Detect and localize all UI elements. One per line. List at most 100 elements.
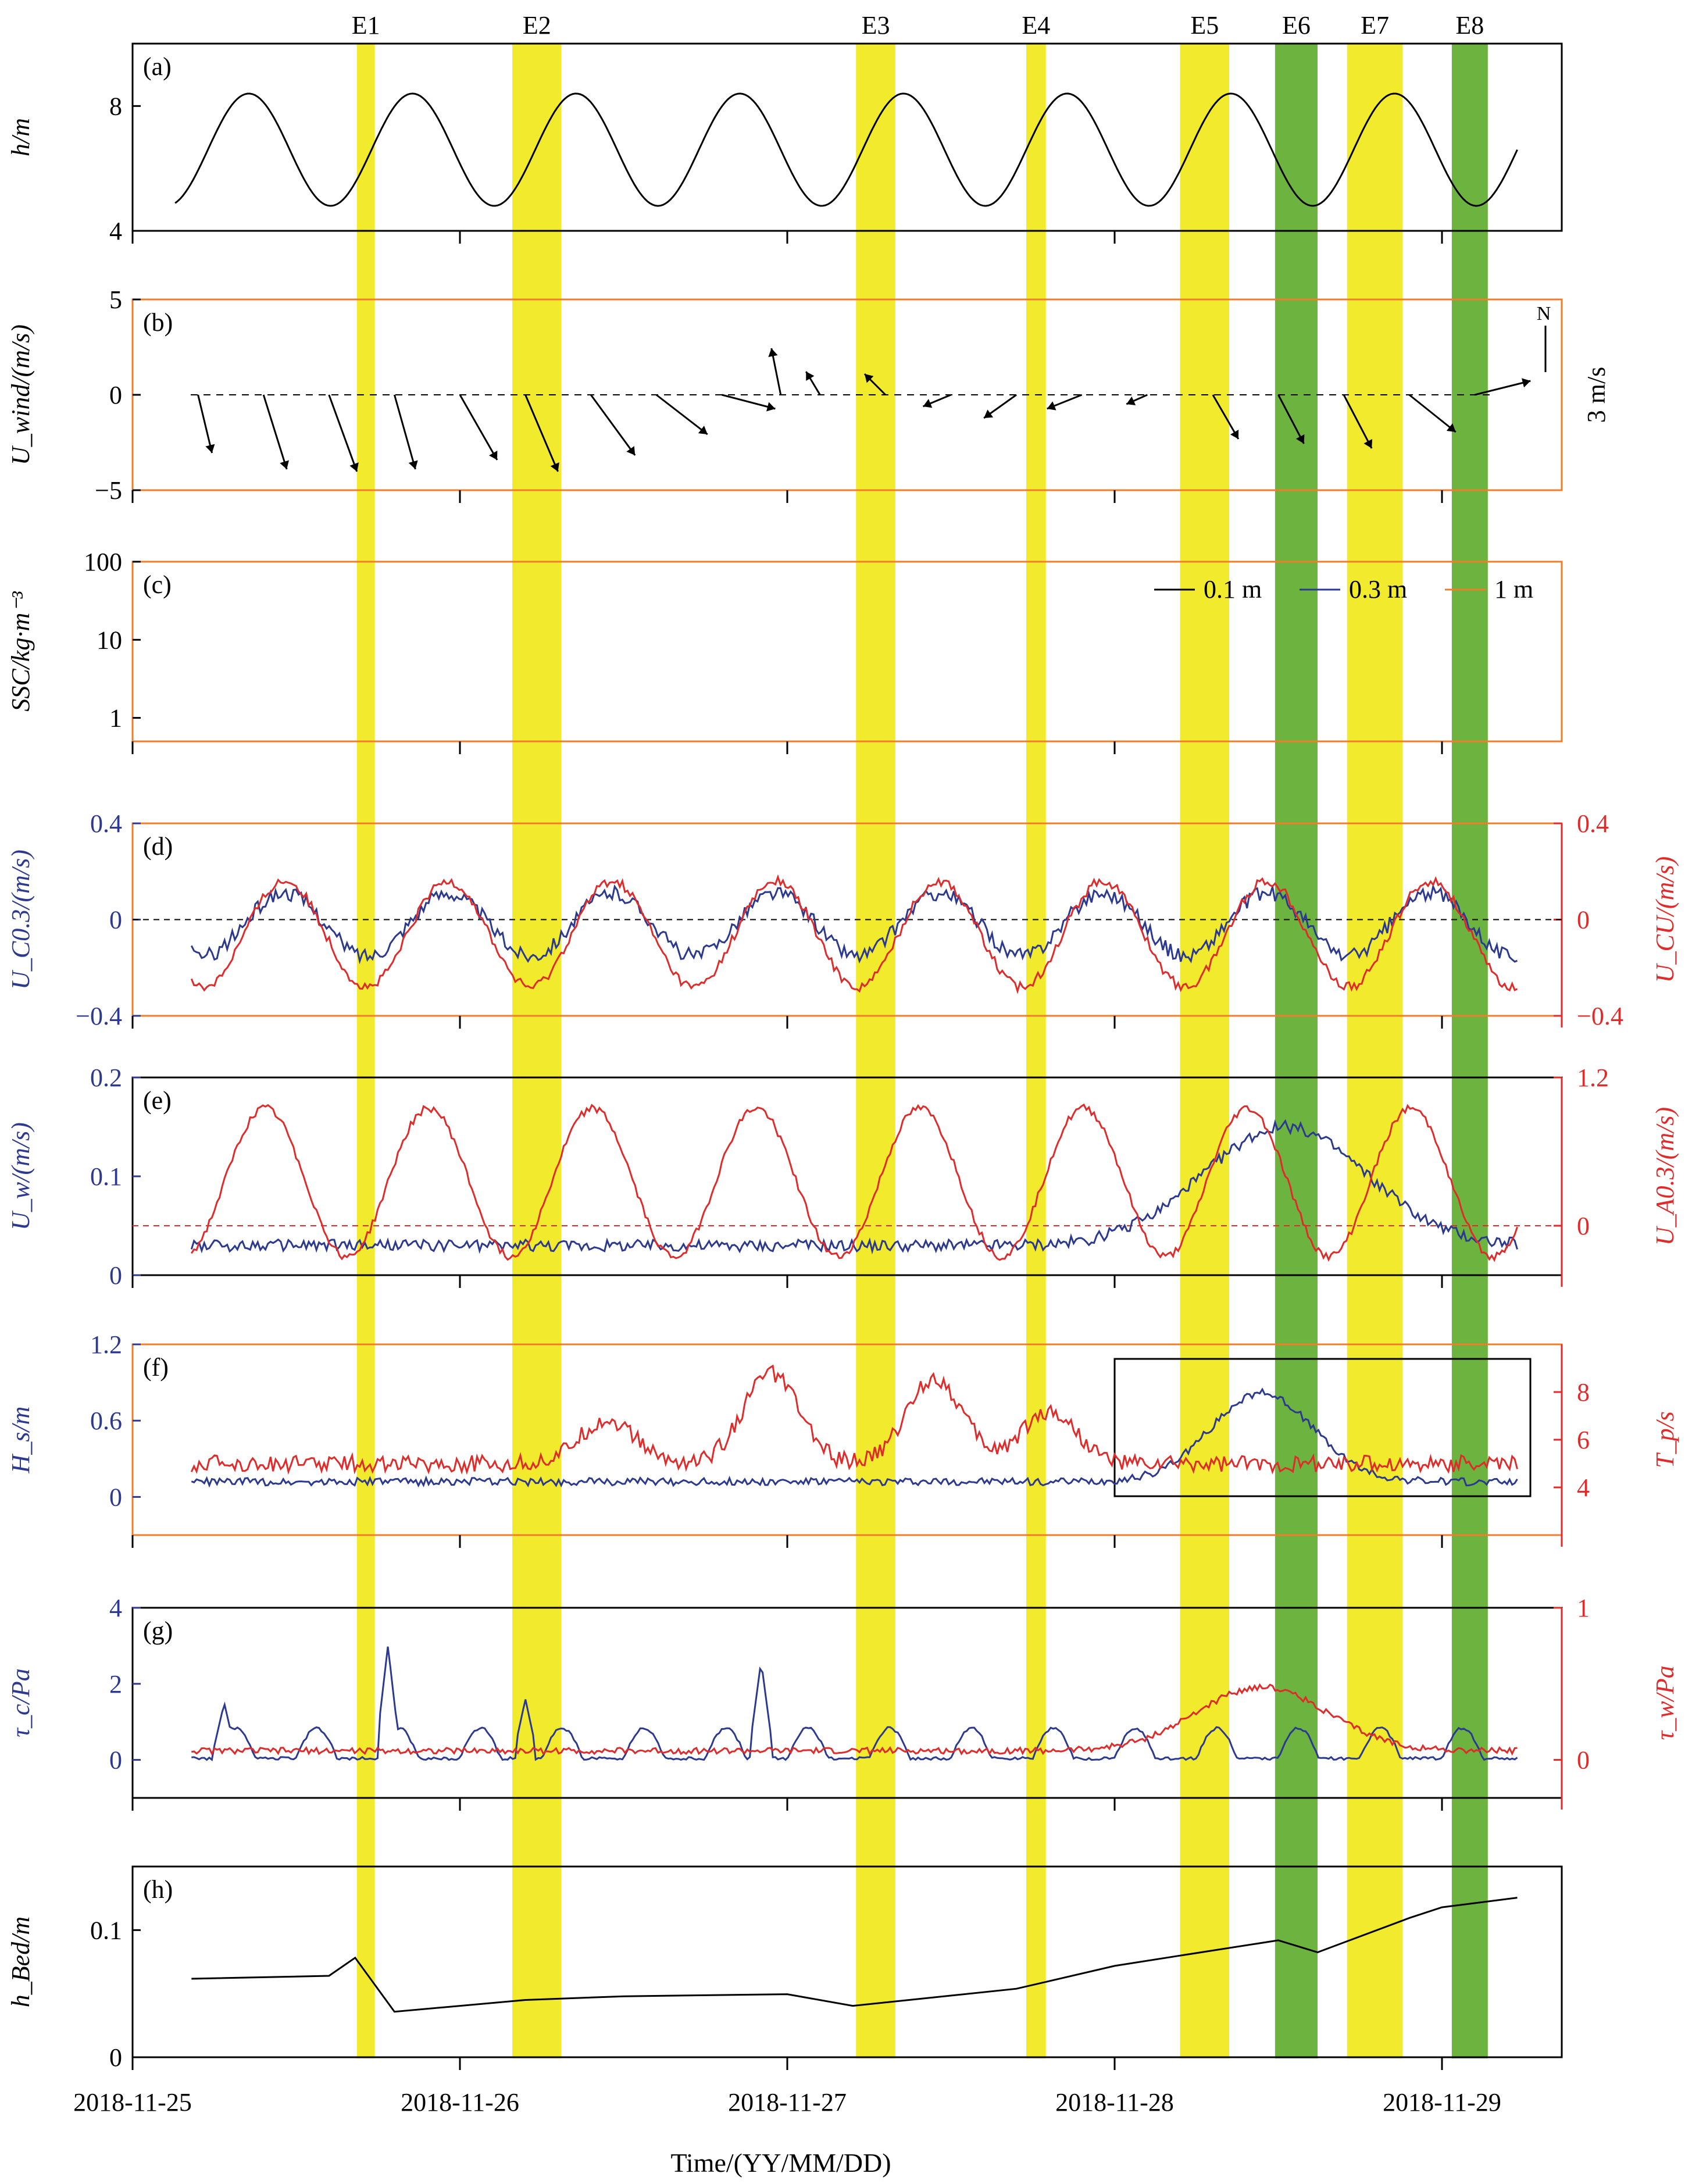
series-line-2 bbox=[191, 1103, 1518, 1262]
event-band-label-8: E8 bbox=[1455, 11, 1484, 40]
wind-vector-head bbox=[1047, 401, 1056, 411]
y-tick-label: 0.2 bbox=[90, 1064, 122, 1092]
wind-vector bbox=[262, 394, 288, 470]
panel-d: (d) 0.4 0 −0.4 U_C0.3/(m/s) 0.4 0 −0.4 U_CU/(m/s… bbox=[6, 809, 1679, 1030]
event-band-5 bbox=[1180, 44, 1230, 2058]
wind-vector-head bbox=[1363, 439, 1373, 448]
wind-vector-head bbox=[923, 399, 933, 408]
series-line-1 bbox=[190, 883, 1518, 965]
y-tick-label: 0 bbox=[109, 381, 122, 409]
wind-vector bbox=[328, 394, 358, 472]
wind-vector-head bbox=[1126, 396, 1136, 405]
series-line-2 bbox=[191, 1683, 1518, 1756]
y-tick-label: 0 bbox=[109, 906, 122, 934]
y-tick-label: 100 bbox=[84, 548, 122, 576]
wind-vector bbox=[1474, 380, 1531, 396]
wind-vector-head bbox=[408, 460, 418, 469]
y-tick-label: 10 bbox=[97, 626, 122, 654]
event-band-3 bbox=[856, 44, 895, 2058]
event-band-label-2: E2 bbox=[523, 11, 551, 40]
right-tick-label: 0 bbox=[1577, 1746, 1590, 1775]
right-tick-label: 0.4 bbox=[1577, 809, 1609, 838]
y-tick-label: 0.1 bbox=[90, 1162, 122, 1191]
panels: (a)48h/m(b)50−5U_wind/(m/s)N3 m/s(c)1101… bbox=[6, 44, 1679, 2072]
panel-label: (a) bbox=[143, 52, 172, 81]
panel-label: (e) bbox=[143, 1086, 172, 1115]
x-axis: 2018-11-25 2018-11-26 2018-11-27 2018-11-28… bbox=[73, 2088, 1501, 2117]
panel-label: (g) bbox=[143, 1616, 173, 1645]
wind-vector bbox=[524, 394, 559, 472]
right-tick-label: 1.2 bbox=[1577, 1064, 1609, 1092]
wind-vector bbox=[197, 394, 213, 454]
y-tick-label: 2 bbox=[109, 1670, 122, 1698]
series-line-1 bbox=[191, 1387, 1518, 1488]
wind-vector-head bbox=[1295, 434, 1305, 444]
right-tick-label: 8 bbox=[1577, 1378, 1590, 1407]
wind-vector bbox=[1343, 394, 1373, 449]
x-tick-label-4: 2018-11-28 bbox=[1055, 2088, 1174, 2117]
wind-vector-head bbox=[626, 446, 636, 455]
panel-label: (h) bbox=[143, 1875, 173, 1904]
series-line-1 bbox=[191, 1897, 1518, 2013]
event-band-label-5: E5 bbox=[1190, 11, 1219, 40]
y-tick-label: −0.4 bbox=[76, 1002, 122, 1030]
x-tick-label-5: 2018-11-29 bbox=[1383, 2088, 1501, 2117]
panel-a: (a) 4 8 h/m bbox=[6, 42, 1563, 245]
event-band-6 bbox=[1275, 44, 1318, 2058]
right-axis-label: T_p/s bbox=[1651, 1411, 1679, 1468]
panel-label: (b) bbox=[143, 308, 173, 337]
panel-label: (f) bbox=[143, 1353, 169, 1382]
panel-g: (g) 0 2 4 τ_c/Pa 0 1 τ_w/Pa bbox=[6, 1594, 1679, 1811]
y-tick-label: 0 bbox=[109, 1746, 122, 1775]
y-tick-label: −5 bbox=[95, 476, 122, 505]
highlight-box bbox=[1113, 1358, 1532, 1497]
x-tick-label-2: 2018-11-26 bbox=[401, 2088, 519, 2117]
wind-vector-head bbox=[806, 372, 815, 381]
y-axis-label: SSC/kg·m⁻³ bbox=[6, 591, 35, 712]
legend-label-1: 0.1 m bbox=[1204, 575, 1262, 604]
right-axis-label: τ_w/Pa bbox=[1651, 1665, 1679, 1740]
event-band-label-1: E1 bbox=[352, 11, 380, 40]
right-axis-label: U_A0.3/(m/s) bbox=[1651, 1107, 1679, 1246]
right-tick-label: 6 bbox=[1577, 1426, 1590, 1454]
wind-vector-head bbox=[1446, 423, 1456, 432]
series-line-2 bbox=[190, 874, 1518, 994]
event-band-label-4: E4 bbox=[1022, 11, 1050, 40]
legend-label-2: 0.3 m bbox=[1349, 575, 1407, 604]
panel-f: (f) 0 0.6 1.2 H_s/m 4 6 8 T_p/s bbox=[6, 1330, 1679, 1548]
right-tick-label: 4 bbox=[1577, 1473, 1590, 1502]
series-line-1 bbox=[174, 92, 1518, 207]
wind-vector bbox=[1212, 394, 1240, 440]
series-line-1 bbox=[191, 1646, 1518, 1762]
event-band-8 bbox=[1451, 44, 1488, 2058]
wind-vector-head bbox=[1230, 430, 1239, 439]
y-tick-label: 0 bbox=[109, 2043, 122, 2072]
wind-vector-head bbox=[205, 444, 215, 453]
wind-vector-head bbox=[280, 460, 289, 469]
right-tick-label: −0.4 bbox=[1577, 1002, 1623, 1030]
y-tick-label: 8 bbox=[109, 92, 122, 120]
event-band-2 bbox=[512, 44, 562, 2058]
y-tick-label: 4 bbox=[109, 1594, 122, 1622]
y-axis-label: U_wind/(m/s) bbox=[6, 324, 35, 465]
wind-vector-head bbox=[349, 462, 359, 472]
x-axis-label: Time/(YY/MM/DD) bbox=[670, 2148, 891, 2178]
series-line-2 bbox=[190, 1364, 1518, 1475]
wind-vector-head bbox=[1521, 378, 1531, 388]
wind-vector bbox=[459, 394, 498, 461]
panel-c: (c) 1 10 100 SSC/kg·m⁻³ 0.1 m 0.3 m 1 m bbox=[6, 548, 1563, 754]
wind-vector-head bbox=[698, 426, 708, 434]
event-band-7 bbox=[1347, 44, 1403, 2058]
north-label: N bbox=[1537, 303, 1551, 324]
event-band-label-3: E3 bbox=[862, 11, 890, 40]
y-tick-label: 0.1 bbox=[90, 1916, 122, 1944]
wind-vector-head bbox=[984, 409, 994, 418]
wind-vector bbox=[655, 394, 708, 436]
wind-vector bbox=[590, 394, 636, 456]
y-tick-label: 1.2 bbox=[90, 1330, 122, 1359]
panel-frame bbox=[131, 1865, 1563, 2058]
x-tick-label-1: 2018-11-25 bbox=[73, 2088, 192, 2117]
y-tick-label: 0 bbox=[109, 1261, 122, 1290]
event-bands: E1 E2 E3 E4 E5 E6 E7 E8 bbox=[352, 11, 1488, 2058]
